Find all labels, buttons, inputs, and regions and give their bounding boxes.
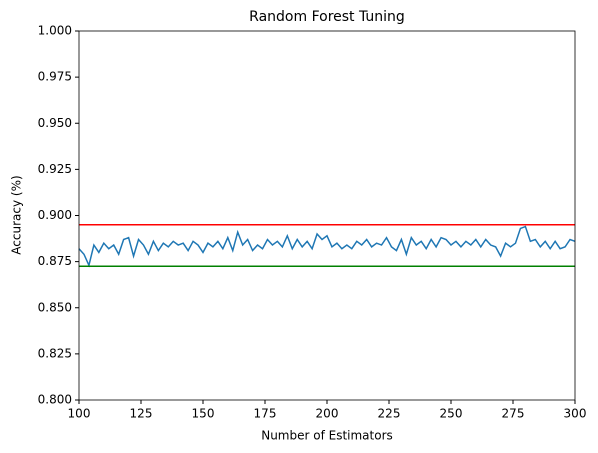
x-tick-label: 300 <box>564 407 587 421</box>
x-tick-label: 125 <box>130 407 153 421</box>
x-tick-label: 150 <box>192 407 215 421</box>
x-tick-label: 275 <box>502 407 525 421</box>
y-tick-label: 0.975 <box>38 70 72 84</box>
y-tick-label: 0.875 <box>38 254 72 268</box>
data-line <box>78 225 576 268</box>
y-tick-label: 0.800 <box>38 393 72 407</box>
x-tick-label: 100 <box>68 407 91 421</box>
y-tick-label: 0.900 <box>38 208 72 222</box>
y-tick-label: 0.950 <box>38 116 72 130</box>
y-tick-label: 0.825 <box>38 346 72 360</box>
y-tick-label: 1.000 <box>38 24 72 38</box>
y-axis-label: Accuracy (%) <box>10 175 24 254</box>
x-tick-label: 225 <box>378 407 401 421</box>
y-tick-label: 0.850 <box>38 300 72 314</box>
plot-frame <box>78 30 576 401</box>
x-axis-label: Number of Estimators <box>261 429 393 443</box>
y-tick-label: 0.925 <box>38 162 72 176</box>
x-tick-label: 250 <box>440 407 463 421</box>
x-tick-label: 200 <box>316 407 339 421</box>
x-tick-label: 175 <box>254 407 277 421</box>
chart-title: Random Forest Tuning <box>249 9 405 25</box>
